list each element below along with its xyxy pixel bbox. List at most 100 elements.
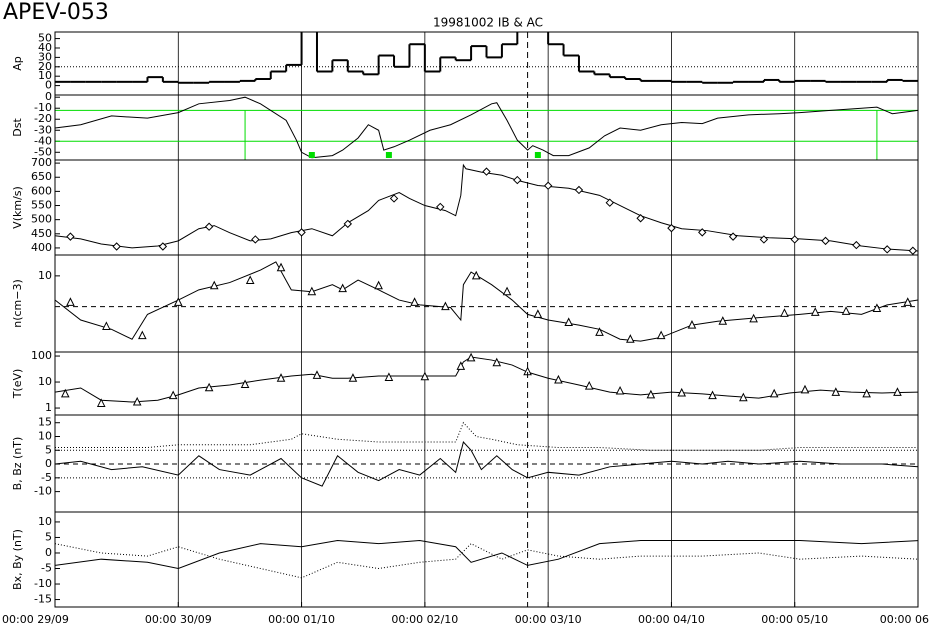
y-tick-label: -10 [34, 577, 52, 590]
y-tick-label: 20 [38, 60, 52, 73]
chart-title: 19981002 IB & AC [433, 16, 543, 30]
data-line [55, 96, 918, 159]
data-marker [749, 313, 758, 323]
y-axis-label: Ap [11, 56, 24, 71]
data-marker [297, 228, 306, 237]
y-tick-label: -50 [34, 145, 52, 158]
data-line [55, 540, 918, 570]
data-marker [615, 385, 625, 395]
data-marker [769, 388, 779, 398]
data-marker [677, 387, 687, 397]
data-marker [739, 392, 748, 402]
data-marker [276, 262, 286, 272]
data-marker [656, 330, 666, 340]
y-tick-label: 1 [45, 401, 52, 414]
x-tick-label: 00:00 05/10 [761, 613, 828, 626]
x-tick-label: 00:00 30/09 [145, 613, 212, 626]
data-marker [204, 382, 214, 392]
y-tick-label: 100 [31, 349, 52, 362]
data-marker [204, 222, 214, 231]
data-marker [138, 330, 147, 340]
y-tick-label: 50 [38, 32, 52, 45]
y-tick-label: 600 [31, 184, 52, 197]
data-marker [410, 297, 419, 306]
y-axis-label: V(km/s) [11, 186, 24, 229]
data-marker [251, 235, 260, 244]
data-marker [862, 388, 871, 398]
data-marker [482, 167, 491, 176]
x-tick-label: 00:00 03/10 [515, 613, 582, 626]
y-tick-label: 10 [38, 269, 52, 282]
y-tick-label: 0 [45, 546, 52, 559]
panel-data [55, 421, 918, 487]
data-marker [60, 388, 70, 398]
y-tick-label: 0 [45, 90, 52, 103]
event-marker [534, 152, 541, 158]
data-marker [338, 283, 347, 293]
y-tick-label: -20 [34, 112, 52, 125]
data-marker [800, 384, 810, 394]
data-marker [780, 308, 789, 317]
data-line [55, 163, 918, 252]
data-marker [112, 242, 121, 251]
data-marker [132, 396, 142, 406]
data-marker [441, 301, 450, 311]
data-marker [502, 286, 512, 296]
data-marker [543, 181, 553, 190]
y-tick-label: 5 [45, 530, 52, 543]
data-marker [831, 387, 841, 396]
data-marker [667, 223, 676, 233]
data-marker [168, 390, 178, 400]
data-marker [456, 361, 466, 370]
data-marker [466, 352, 476, 362]
y-tick-label: 10 [38, 69, 52, 82]
data-line [55, 421, 918, 451]
y-tick-label: 5 [45, 443, 52, 456]
data-marker [348, 373, 358, 382]
data-marker [908, 246, 918, 255]
data-marker [626, 334, 635, 343]
data-line [55, 543, 918, 579]
data-marker [240, 379, 250, 389]
data-marker [564, 317, 573, 326]
y-tick-label: 400 [31, 241, 52, 254]
data-marker [574, 185, 584, 195]
y-tick-label: 10 [38, 375, 52, 388]
y-axis-label: n(cm−3) [11, 279, 24, 328]
x-tick-label: 00:00 01/10 [268, 613, 335, 626]
y-tick-label: -5 [41, 562, 52, 575]
data-marker [389, 194, 399, 203]
y-tick-label: -30 [34, 123, 52, 136]
panel-data [55, 261, 918, 343]
data-line [55, 356, 918, 403]
y-axis-label: B, Bz (nT) [11, 437, 24, 491]
y-axis-label: Dst [11, 118, 24, 137]
data-line [55, 440, 918, 487]
y-tick-label: -5 [41, 471, 52, 484]
data-marker [374, 280, 383, 290]
panel-data [55, 32, 918, 84]
data-marker [384, 372, 394, 381]
y-tick-label: -10 [34, 101, 52, 114]
data-marker [533, 309, 543, 318]
data-marker [96, 398, 106, 407]
data-marker [245, 275, 255, 285]
data-marker [728, 232, 738, 241]
data-marker [66, 232, 75, 241]
data-marker [436, 202, 445, 212]
y-tick-label: -15 [34, 593, 52, 606]
data-marker [307, 286, 317, 296]
data-marker [759, 235, 769, 244]
y-axis-label: T(eV) [11, 369, 24, 400]
data-marker [102, 321, 111, 330]
page-title: APEV-053 [3, 0, 109, 25]
data-marker [872, 303, 882, 312]
data-marker [492, 357, 502, 367]
y-tick-label: 450 [31, 227, 52, 240]
panel-data [55, 352, 918, 407]
data-marker [471, 270, 481, 280]
data-marker [636, 214, 645, 223]
data-line [55, 261, 918, 342]
y-tick-label: 0 [45, 457, 52, 470]
